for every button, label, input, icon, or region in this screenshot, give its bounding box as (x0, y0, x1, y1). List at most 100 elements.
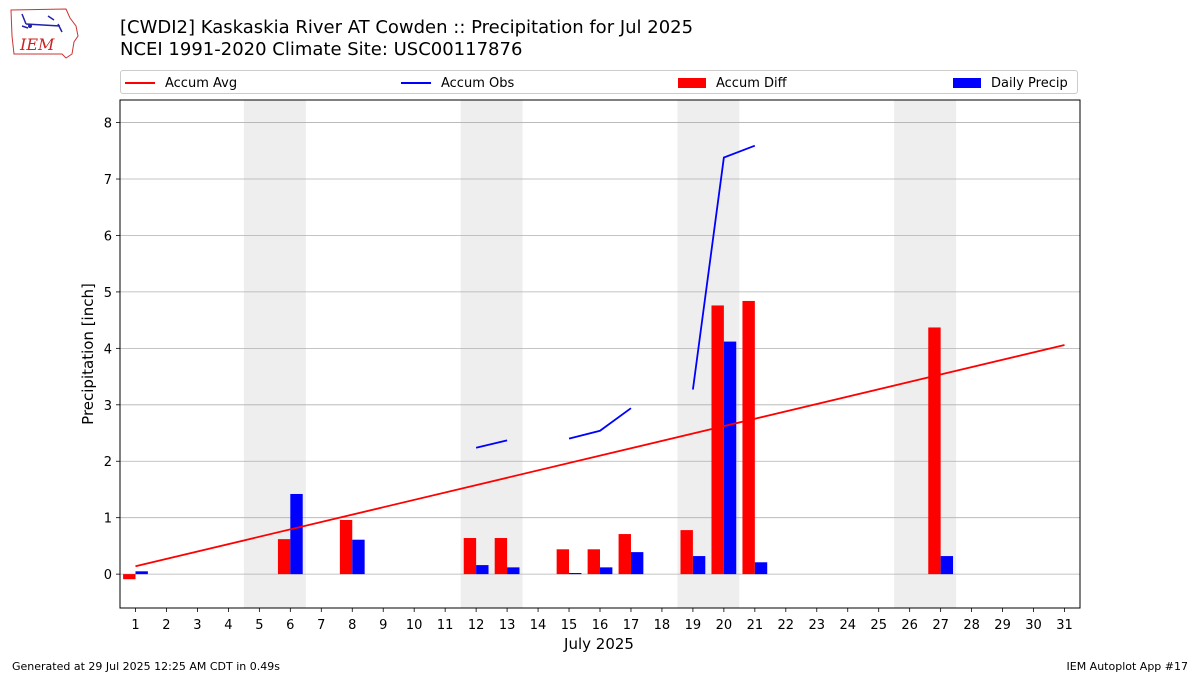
generated-timestamp: Generated at 29 Jul 2025 12:25 AM CDT in… (12, 660, 280, 673)
weekend-band-12-13 (460, 100, 523, 608)
line-accum-obs-segment-3 (692, 144, 756, 390)
bar-accum-diff-day-1 (123, 574, 136, 580)
y-tick-label-0: 0 (104, 568, 112, 583)
x-tick-label-19: 19 (685, 618, 702, 633)
x-tick-label-30: 30 (1025, 618, 1042, 633)
legend-item-accum-obs: Accum Obs (401, 71, 514, 95)
bars (123, 300, 954, 580)
y-tick-label-8: 8 (104, 117, 112, 132)
x-tick-label-23: 23 (809, 618, 826, 633)
legend-label-accum-avg: Accum Avg (165, 75, 238, 91)
app-credit: IEM Autoplot App #17 (1066, 660, 1189, 673)
x-tick-label-17: 17 (623, 618, 640, 633)
iowa-outline-icon (10, 8, 79, 59)
x-tick-label-25: 25 (870, 618, 887, 633)
title-line-1: [CWDI2] Kaskaskia River AT Cowden :: Pre… (120, 17, 694, 38)
line-accum-obs-segment-2 (568, 407, 632, 440)
legend-item-accum-diff: Accum Diff (678, 71, 787, 95)
legend-label-accum-diff: Accum Diff (716, 75, 787, 91)
x-tick-label-15: 15 (561, 618, 578, 633)
x-tick-label-28: 28 (963, 618, 980, 633)
bar-accum-diff-day-16 (587, 549, 600, 575)
x-tick-label-16: 16 (592, 618, 609, 633)
x-tick-label-1: 1 (131, 618, 139, 633)
x-tick-label-9: 9 (379, 618, 387, 633)
legend-item-accum-avg: Accum Avg (125, 71, 237, 95)
bar-daily-precip-day-1 (135, 571, 148, 575)
bar-accum-diff-day-19 (680, 530, 693, 575)
x-tick-label-14: 14 (530, 618, 547, 633)
x-tick-label-12: 12 (468, 618, 485, 633)
logo-text: IEM (19, 35, 55, 54)
series-lines (135, 144, 1065, 568)
line-accum-avg (135, 344, 1065, 568)
y-axis-label: Precipitation [inch] (79, 283, 97, 425)
x-tick-label-27: 27 (932, 618, 949, 633)
bar-daily-precip-day-15 (569, 573, 582, 575)
y-tick-label-2: 2 (104, 455, 112, 470)
legend-item-daily-precip: Daily Precip (953, 71, 1068, 95)
y-tick-label-5: 5 (104, 286, 112, 301)
legend-swatch-daily-precip (953, 78, 981, 88)
plot-frame (119, 99, 1081, 609)
x-tick-label-31: 31 (1056, 618, 1073, 633)
bar-accum-diff-day-6 (277, 539, 291, 575)
legend-label-accum-obs: Accum Obs (441, 75, 515, 91)
x-tick-label-20: 20 (716, 618, 733, 633)
y-tick-label-7: 7 (104, 173, 112, 188)
x-tick-label-13: 13 (499, 618, 516, 633)
bar-daily-precip-day-12 (476, 565, 489, 575)
bar-accum-diff-day-20 (711, 305, 724, 575)
bar-daily-precip-day-13 (507, 567, 520, 575)
bar-daily-precip-day-16 (600, 567, 613, 575)
bar-accum-diff-day-12 (463, 538, 477, 575)
bar-accum-diff-day-8 (339, 519, 353, 575)
x-tick-label-10: 10 (406, 618, 423, 633)
x-tick-label-3: 3 (193, 618, 201, 633)
legend-swatch-accum-diff (678, 78, 706, 88)
x-tick-label-24: 24 (839, 618, 856, 633)
iem-logo: IEM (10, 8, 79, 59)
bar-daily-precip-day-8 (352, 539, 365, 575)
x-tick-label-5: 5 (255, 618, 263, 633)
x-tick-label-8: 8 (348, 618, 356, 633)
x-tick-label-21: 21 (747, 618, 764, 633)
bar-daily-precip-day-20 (723, 341, 737, 575)
bar-daily-precip-day-6 (290, 493, 303, 575)
x-tick-label-7: 7 (317, 618, 325, 633)
x-tick-label-26: 26 (901, 618, 918, 633)
bar-accum-diff-day-21 (742, 300, 755, 575)
weekend-band-26-27 (894, 100, 957, 608)
y-tick-label-3: 3 (104, 399, 112, 414)
axes (116, 99, 1081, 612)
legend-label-daily-precip: Daily Precip (991, 75, 1068, 91)
bar-daily-precip-day-19 (692, 556, 706, 575)
bar-daily-precip-day-27 (940, 556, 954, 575)
legend-swatch-accum-obs (401, 82, 431, 84)
chart-title: [CWDI2] Kaskaskia River AT Cowden :: Pre… (120, 17, 693, 61)
line-accum-obs-segment-1 (475, 439, 508, 449)
y-tick-label-6: 6 (104, 229, 112, 244)
x-tick-label-22: 22 (778, 618, 795, 633)
grid-lines (120, 122, 1080, 575)
x-tick-label-18: 18 (654, 618, 671, 633)
bar-accum-diff-day-15 (556, 549, 570, 575)
x-axis-label: July 2025 (563, 635, 634, 653)
bar-accum-diff-day-13 (494, 538, 508, 575)
bar-accum-diff-day-27 (928, 327, 941, 575)
weather-station-icon (21, 13, 63, 33)
title-line-2: NCEI 1991-2020 Climate Site: USC00117876 (120, 39, 523, 60)
bar-accum-diff-day-17 (618, 534, 631, 575)
bar-daily-precip-day-21 (754, 562, 768, 575)
y-tick-label-1: 1 (104, 512, 112, 527)
bar-daily-precip-day-17 (630, 552, 644, 575)
y-tick-label-4: 4 (104, 342, 112, 357)
x-tick-label-2: 2 (162, 618, 170, 633)
x-tick-label-6: 6 (286, 618, 294, 633)
x-tick-label-29: 29 (994, 618, 1011, 633)
x-tick-label-4: 4 (224, 618, 232, 633)
chart-legend: Accum Avg Accum Obs Accum Diff Daily Pre… (120, 70, 1078, 94)
x-tick-label-11: 11 (437, 618, 454, 633)
